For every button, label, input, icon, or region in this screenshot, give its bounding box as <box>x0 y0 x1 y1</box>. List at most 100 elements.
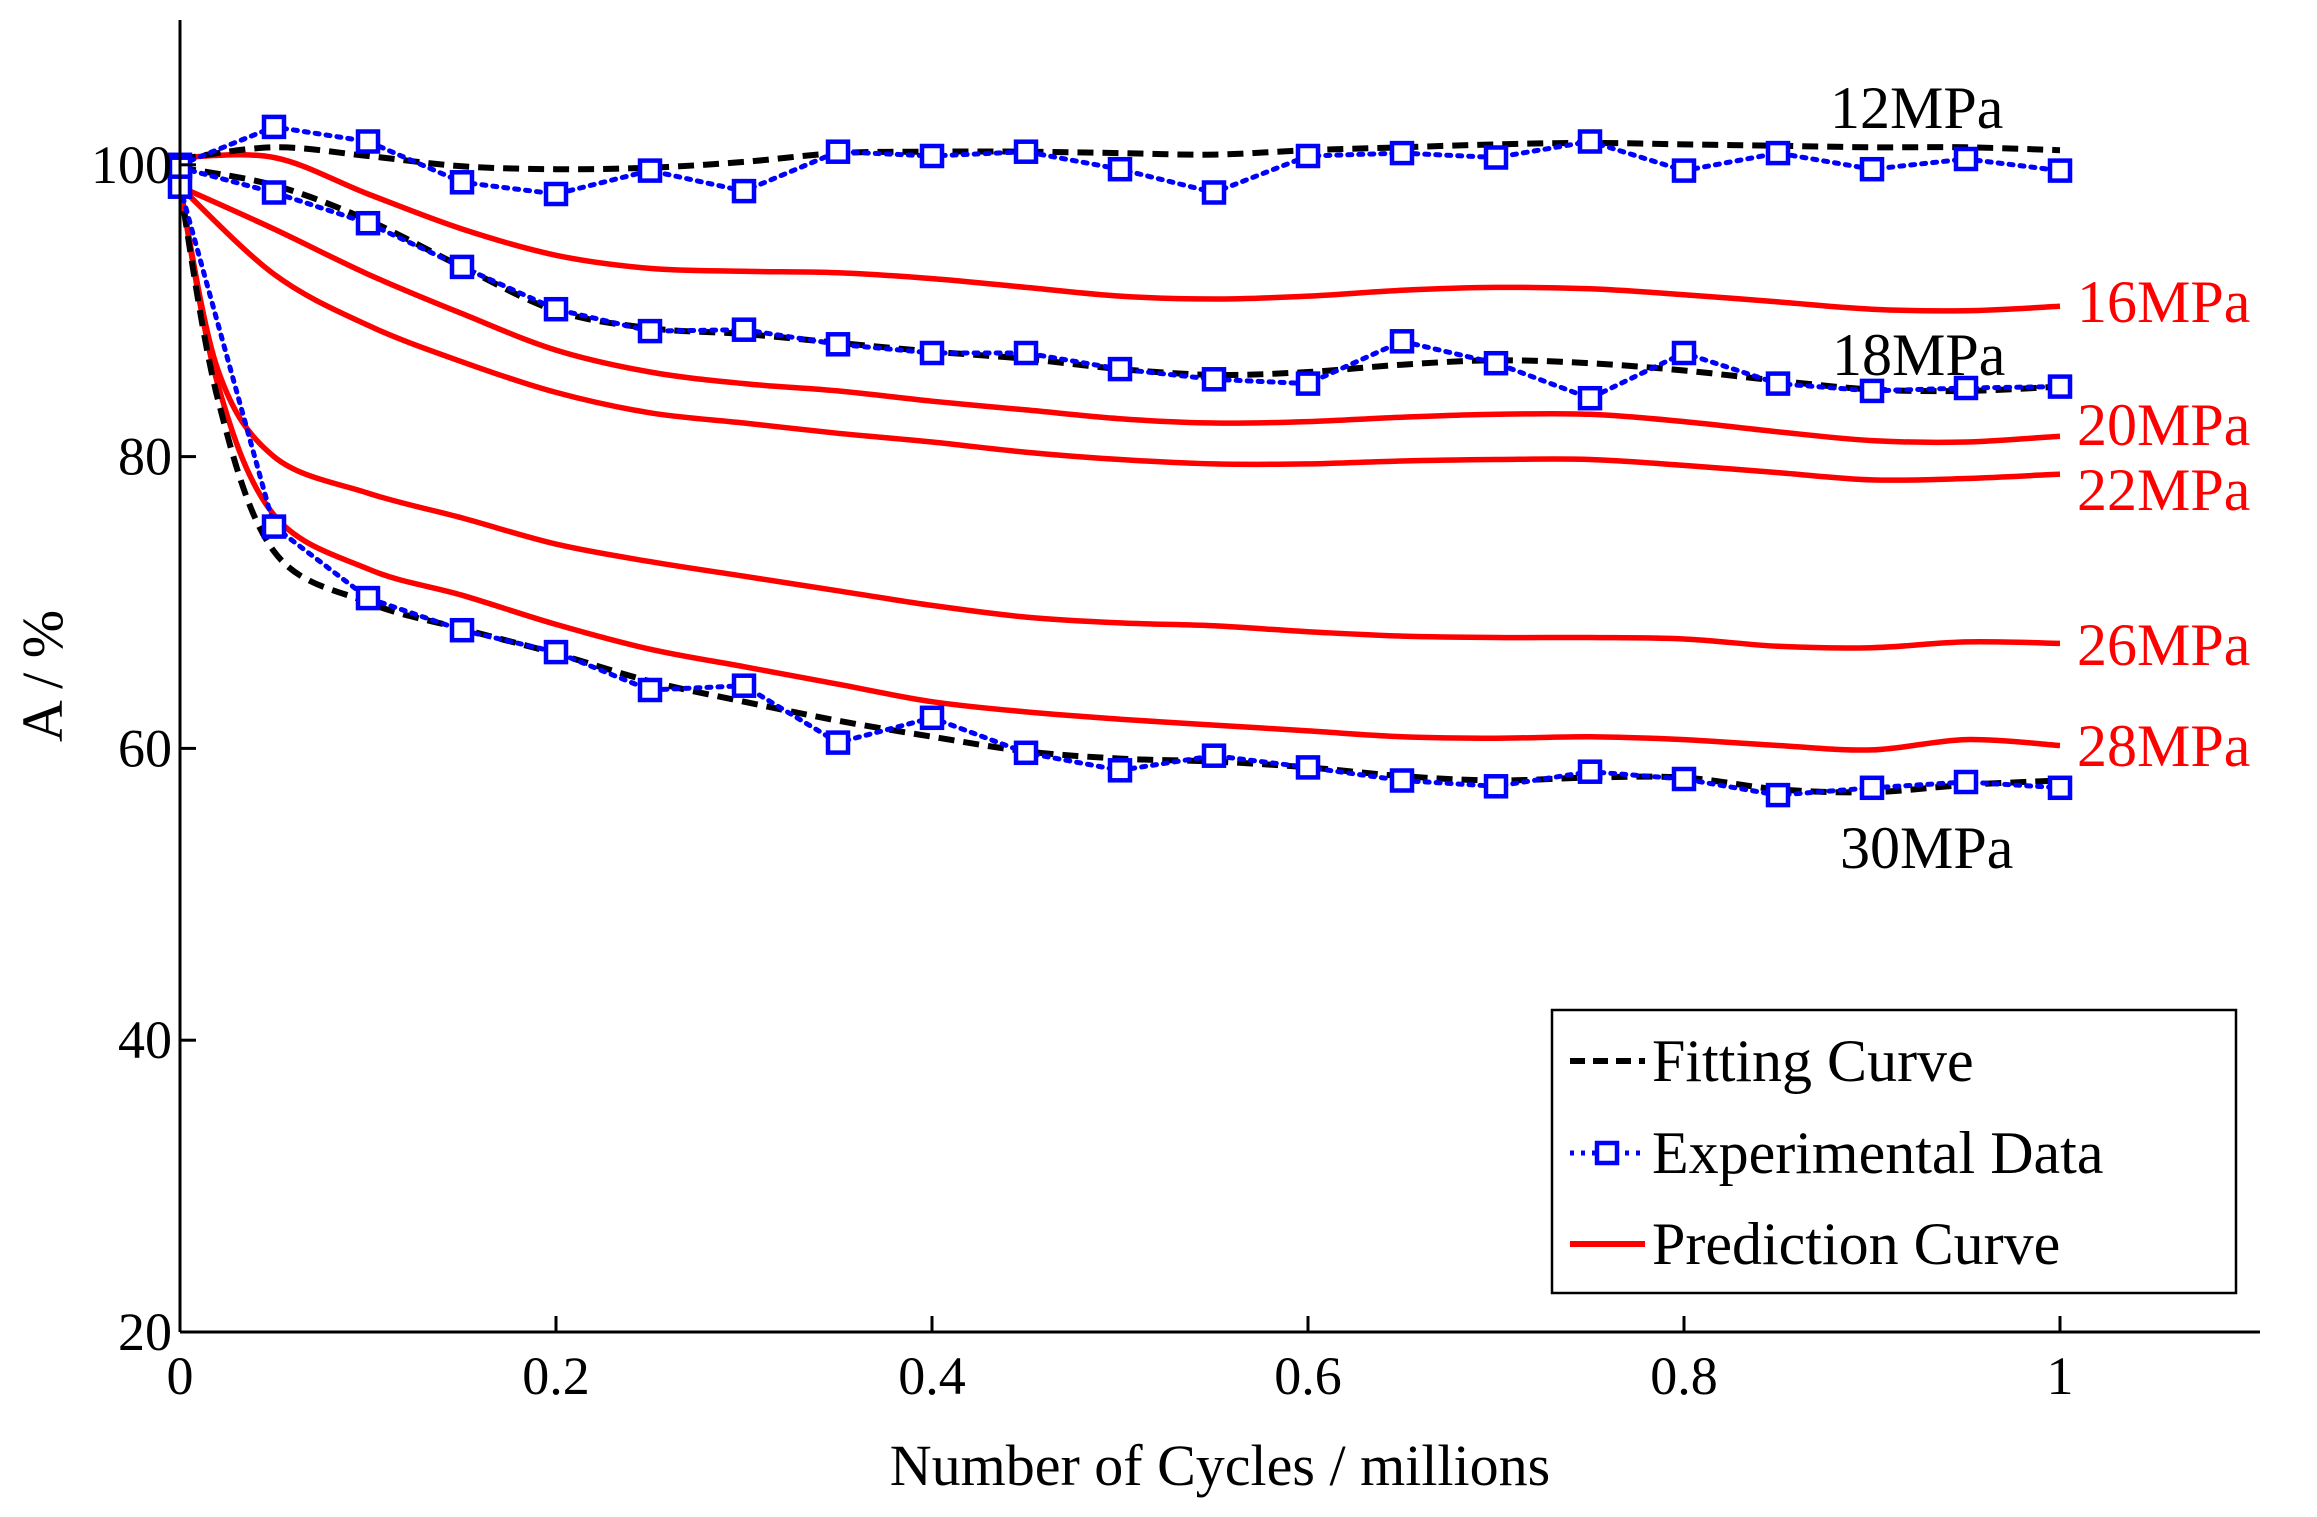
x-axis-title: Number of Cycles / millions <box>890 1433 1551 1498</box>
data-point-marker <box>261 114 287 140</box>
series-label-26mpa: 26MPa <box>2077 612 2250 678</box>
y-axis-title: A / % <box>10 610 75 742</box>
data-point-marker <box>1013 740 1039 766</box>
data-point-marker <box>2047 158 2073 183</box>
data-point-marker <box>543 181 569 207</box>
data-point-marker <box>449 617 475 643</box>
y-tick-label: 60 <box>118 718 172 778</box>
x-tick-label: 0.8 <box>1650 1346 1718 1406</box>
data-point-marker <box>1107 758 1133 783</box>
x-tick-label: 0.2 <box>522 1346 590 1406</box>
data-point-marker <box>1859 156 1885 182</box>
data-point-marker <box>637 158 663 183</box>
legend-experimental-marker <box>1594 1140 1620 1166</box>
data-point-marker <box>355 129 381 154</box>
data-point-marker <box>1671 766 1697 792</box>
x-tick-label: 0.4 <box>898 1346 966 1406</box>
data-point-marker <box>1107 356 1133 382</box>
series-label-16mpa: 16MPa <box>2077 269 2250 335</box>
data-point-marker <box>1389 140 1415 166</box>
data-point-marker <box>355 210 381 236</box>
data-point-marker <box>1953 375 1979 401</box>
data-point-marker <box>1295 755 1321 780</box>
data-point-marker <box>731 178 757 204</box>
data-point-marker <box>1201 367 1227 392</box>
series-line <box>179 152 2061 314</box>
data-point-marker <box>637 677 663 703</box>
data-point-marker <box>825 139 851 164</box>
data-point-marker <box>1765 371 1791 396</box>
data-point-marker <box>919 340 945 366</box>
legend-prediction-label: Prediction Curve <box>1652 1211 2060 1277</box>
data-point-marker <box>1671 158 1697 183</box>
data-point-marker <box>731 673 757 698</box>
plot-area <box>167 114 2073 808</box>
data-point-marker <box>1295 143 1321 169</box>
x-tick-label: 0.6 <box>1274 1346 1342 1406</box>
data-point-marker <box>2047 374 2073 399</box>
data-point-marker <box>449 170 475 195</box>
series-label-12mpa: 12MPa <box>1830 75 2003 141</box>
data-point-marker <box>543 296 569 322</box>
series-label-22mpa: 22MPa <box>2077 457 2250 523</box>
data-point-marker <box>1201 180 1227 205</box>
data-point-marker <box>1389 329 1415 354</box>
series-line <box>177 186 2061 753</box>
series-line <box>179 139 2061 173</box>
data-point-marker <box>355 585 381 611</box>
data-point-marker <box>919 705 945 731</box>
y-tick-label: 80 <box>118 427 172 487</box>
series-line <box>178 184 2061 446</box>
ticks: 0 0.2 0.4 0.6 0.8 1 20 40 60 80 100 <box>91 135 2074 1406</box>
series-label-28mpa: 28MPa <box>2077 713 2250 779</box>
series-label-30mpa: 30MPa <box>1840 815 2013 881</box>
data-point-marker <box>1295 371 1321 396</box>
data-point-marker <box>1859 775 1885 801</box>
x-tick-label: 0 <box>167 1346 194 1406</box>
data-point-marker <box>731 317 757 342</box>
data-point-marker <box>1859 378 1885 404</box>
data-point-marker <box>449 254 475 280</box>
series-22mpa-prediction-curve <box>178 184 2061 483</box>
y-tick-label: 20 <box>118 1302 172 1362</box>
data-point-marker <box>825 730 851 755</box>
data-point-marker <box>1577 759 1603 784</box>
data-point-marker <box>2047 775 2073 801</box>
series-28mpa-prediction-curve <box>177 186 2061 753</box>
series-20mpa-prediction-curve <box>178 184 2061 446</box>
legend-experimental-label: Experimental Data <box>1652 1120 2103 1186</box>
data-point-marker <box>1483 774 1509 799</box>
data-point-marker <box>1953 146 1979 172</box>
data-point-marker <box>919 143 945 169</box>
series-label-20mpa: 20MPa <box>2077 392 2250 458</box>
data-point-marker <box>1765 140 1791 166</box>
data-point-marker <box>1765 782 1791 808</box>
series-12mpa-fitting-curve <box>179 139 2061 173</box>
legend: Fitting Curve Experimental Data Predicti… <box>1550 1008 2238 1295</box>
data-point-marker <box>1389 768 1415 793</box>
axes <box>178 20 2260 1334</box>
y-tick-label: 40 <box>118 1010 172 1070</box>
data-point-marker <box>261 514 287 539</box>
data-point-marker <box>1013 139 1039 164</box>
data-point-marker <box>637 318 663 344</box>
data-point-marker <box>1013 340 1039 366</box>
series-16mpa-prediction-curve <box>179 152 2061 314</box>
data-point-marker <box>261 180 287 205</box>
y-tick-label: 100 <box>91 135 172 195</box>
legend-box <box>1550 1008 2238 1295</box>
series-label-18mpa: 18MPa <box>1832 322 2005 388</box>
data-point-marker <box>1953 769 1979 795</box>
data-point-marker <box>543 639 569 665</box>
data-point-marker <box>825 332 851 357</box>
data-point-marker <box>1577 385 1603 411</box>
legend-fitting-label: Fitting Curve <box>1652 1028 1974 1094</box>
data-point-marker <box>1483 350 1509 376</box>
series-26mpa-prediction-curve <box>177 186 2061 651</box>
x-tick-label: 1 <box>2047 1346 2074 1406</box>
series-line <box>178 184 2061 483</box>
data-point-marker <box>1577 129 1603 154</box>
data-point-marker <box>1201 743 1227 768</box>
